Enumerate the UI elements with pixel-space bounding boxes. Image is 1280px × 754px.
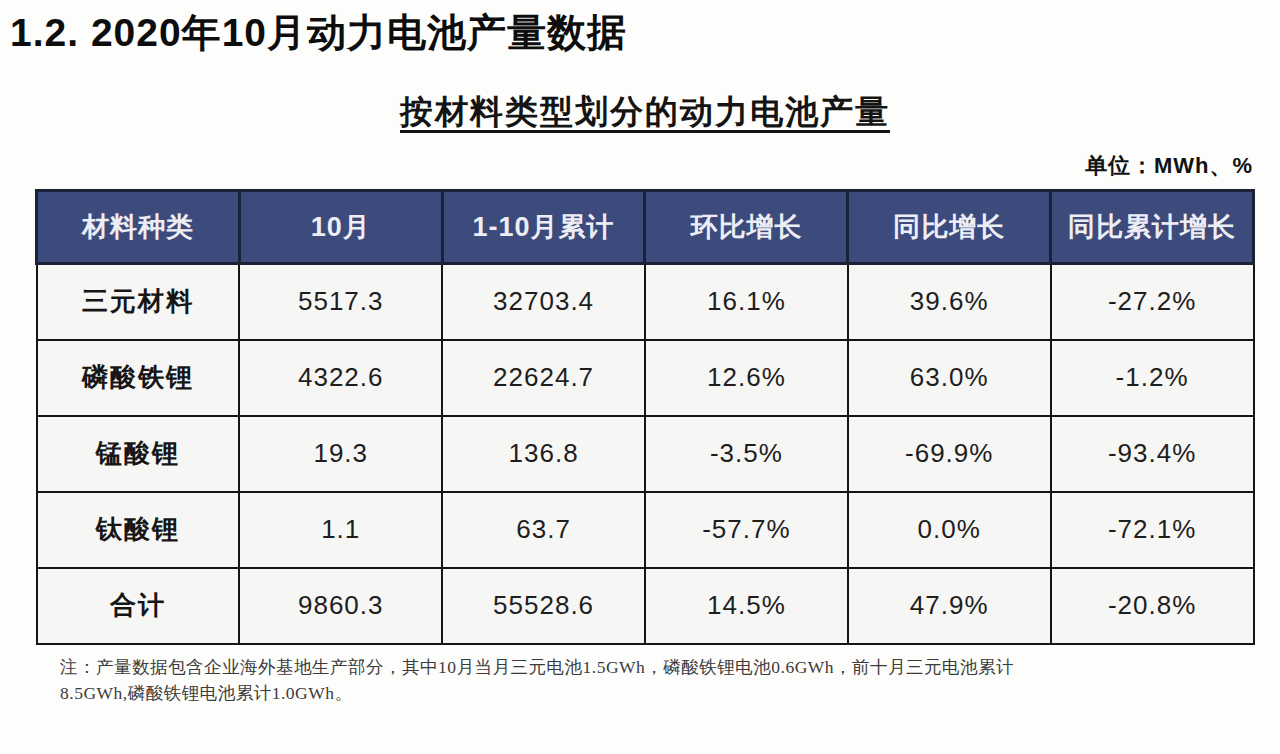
- value-cell: -57.7%: [645, 492, 848, 568]
- value-cell: -20.8%: [1051, 568, 1254, 644]
- battery-production-table: 材料种类 10月 1-10月累计 环比增长 同比增长 同比累计增长 三元材料 5…: [35, 189, 1255, 645]
- table-row-ternary: 三元材料 5517.3 32703.4 16.1% 39.6% -27.2%: [37, 264, 1254, 340]
- value-cell: 5517.3: [239, 264, 442, 340]
- value-cell: 63.7: [442, 492, 645, 568]
- value-cell: 12.6%: [645, 340, 848, 416]
- value-cell: 22624.7: [442, 340, 645, 416]
- value-cell: -69.9%: [848, 416, 1051, 492]
- column-header-material: 材料种类: [37, 191, 240, 264]
- report-page: 1.2. 2020年10月动力电池产量数据 按材料类型划分的动力电池产量 单位：…: [0, 6, 1280, 754]
- material-cell: 锰酸锂: [37, 416, 240, 492]
- value-cell: 136.8: [442, 416, 645, 492]
- material-cell: 合计: [37, 568, 240, 644]
- table-row-lto: 钛酸锂 1.1 63.7 -57.7% 0.0% -72.1%: [37, 492, 1254, 568]
- material-cell: 三元材料: [37, 264, 240, 340]
- value-cell: -72.1%: [1051, 492, 1254, 568]
- value-cell: 19.3: [239, 416, 442, 492]
- table-row-lmo: 锰酸锂 19.3 136.8 -3.5% -69.9% -93.4%: [37, 416, 1254, 492]
- table-row-lfp: 磷酸铁锂 4322.6 22624.7 12.6% 63.0% -1.2%: [37, 340, 1254, 416]
- column-header-october: 10月: [239, 191, 442, 264]
- material-cell: 磷酸铁锂: [37, 340, 240, 416]
- unit-label: 单位：MWh、%: [35, 151, 1253, 181]
- value-cell: 1.1: [239, 492, 442, 568]
- column-header-mom-growth: 环比增长: [645, 191, 848, 264]
- footnote-line-1: 注：产量数据包含企业海外基地生产部分，其中10月当月三元电池1.5GWh，磷酸铁…: [60, 657, 1014, 677]
- value-cell: -3.5%: [645, 416, 848, 492]
- value-cell: -93.4%: [1051, 416, 1254, 492]
- table-head: 材料种类 10月 1-10月累计 环比增长 同比增长 同比累计增长: [37, 191, 1254, 264]
- footnote: 注：产量数据包含企业海外基地生产部分，其中10月当月三元电池1.5GWh，磷酸铁…: [60, 654, 1255, 707]
- value-cell: -1.2%: [1051, 340, 1254, 416]
- column-header-cumulative: 1-10月累计: [442, 191, 645, 264]
- value-cell: 4322.6: [239, 340, 442, 416]
- content-area: 按材料类型划分的动力电池产量 单位：MWh、% 材料种类 10月 1-10月累计…: [0, 90, 1280, 706]
- value-cell: 0.0%: [848, 492, 1051, 568]
- column-header-yoy-cumulative-growth: 同比累计增长: [1051, 191, 1254, 264]
- footnote-line-2: 8.5GWh,磷酸铁锂电池累计1.0GWh。: [60, 683, 352, 703]
- value-cell: 39.6%: [848, 264, 1051, 340]
- page-title: 1.2. 2020年10月动力电池产量数据: [10, 6, 1280, 60]
- value-cell: 32703.4: [442, 264, 645, 340]
- table-row-total: 合计 9860.3 55528.6 14.5% 47.9% -20.8%: [37, 568, 1254, 644]
- value-cell: 55528.6: [442, 568, 645, 644]
- table-body: 三元材料 5517.3 32703.4 16.1% 39.6% -27.2% 磷…: [37, 264, 1254, 644]
- table-title: 按材料类型划分的动力电池产量: [35, 90, 1255, 135]
- material-cell: 钛酸锂: [37, 492, 240, 568]
- value-cell: 47.9%: [848, 568, 1051, 644]
- value-cell: -27.2%: [1051, 264, 1254, 340]
- value-cell: 14.5%: [645, 568, 848, 644]
- value-cell: 63.0%: [848, 340, 1051, 416]
- value-cell: 16.1%: [645, 264, 848, 340]
- table-header-row: 材料种类 10月 1-10月累计 环比增长 同比增长 同比累计增长: [37, 191, 1254, 264]
- value-cell: 9860.3: [239, 568, 442, 644]
- column-header-yoy-growth: 同比增长: [848, 191, 1051, 264]
